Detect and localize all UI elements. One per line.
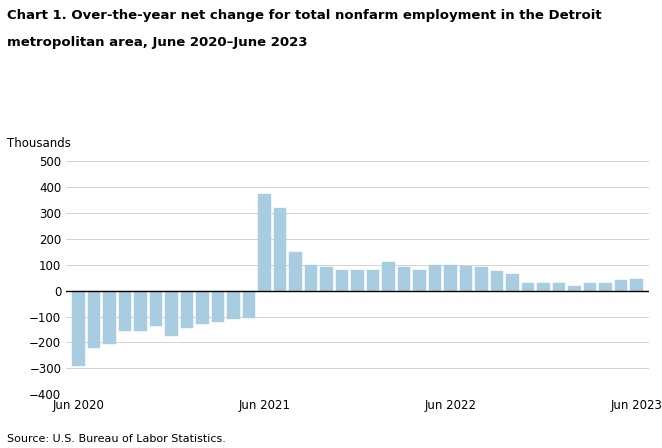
Bar [88,291,100,348]
Bar [522,283,534,291]
Bar [444,265,457,291]
Bar [584,283,596,291]
Bar [630,279,643,291]
Text: Chart 1. Over-the-year net change for total nonfarm employment in the Detroit: Chart 1. Over-the-year net change for to… [7,9,601,22]
Bar [336,270,348,291]
Text: metropolitan area, June 2020–June 2023: metropolitan area, June 2020–June 2023 [7,36,307,49]
Bar [243,291,256,318]
Bar [537,283,549,291]
Bar [491,271,503,291]
Bar [320,267,333,291]
Bar [305,265,317,291]
Bar [553,283,565,291]
Bar [413,270,426,291]
Bar [150,291,162,326]
Bar [352,270,363,291]
Text: Source: U.S. Bureau of Labor Statistics.: Source: U.S. Bureau of Labor Statistics. [7,434,226,444]
Bar [475,267,488,291]
Bar [134,291,147,331]
Bar [197,291,209,324]
Bar [119,291,131,331]
Bar [615,280,627,291]
Bar [181,291,193,328]
Bar [103,291,116,344]
Bar [72,291,85,366]
Bar [506,274,518,291]
Bar [166,291,178,336]
Text: Thousands: Thousands [7,137,70,150]
Bar [398,267,410,291]
Bar [258,194,271,291]
Bar [568,285,581,291]
Bar [289,252,302,291]
Bar [274,208,286,291]
Bar [599,283,612,291]
Bar [459,266,472,291]
Bar [212,291,224,322]
Bar [429,265,441,291]
Bar [227,291,240,319]
Bar [367,270,379,291]
Bar [382,262,395,291]
